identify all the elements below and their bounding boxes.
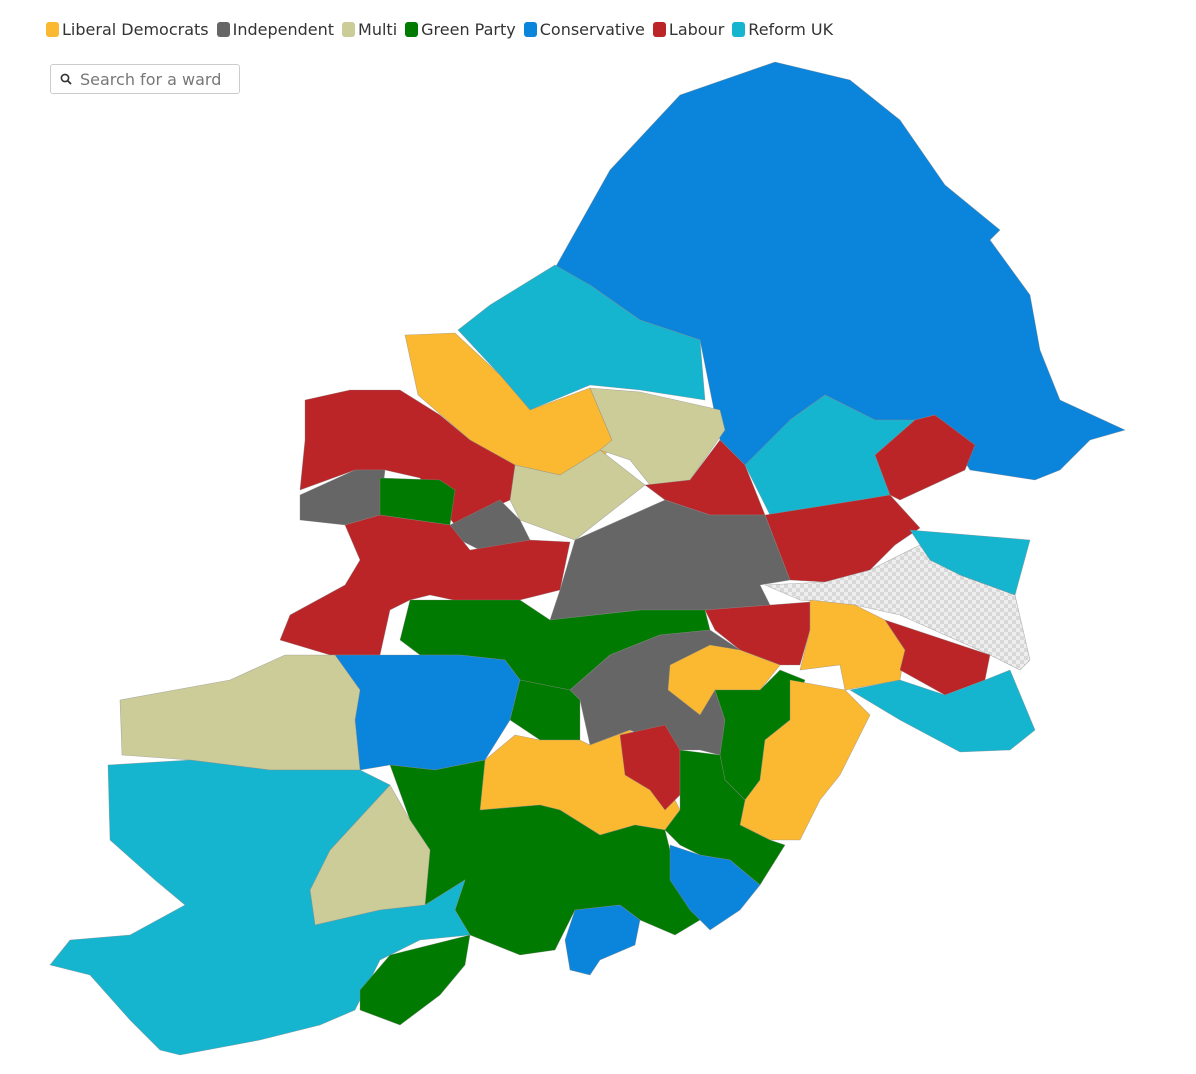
ward[interactable]	[359, 934, 471, 1026]
legend-label: Conservative	[539, 20, 645, 39]
legend-label: Multi	[358, 20, 398, 39]
ward[interactable]	[564, 904, 641, 976]
search-icon	[60, 73, 72, 85]
legend-entry: Multi	[342, 20, 397, 39]
ward[interactable]	[764, 494, 921, 583]
legend-label: Independent	[232, 20, 335, 39]
ward[interactable]	[49, 759, 471, 1056]
legend-entry: Reform UK	[732, 20, 833, 39]
legend-entry: Conservative	[523, 20, 645, 39]
ward[interactable]	[334, 654, 521, 771]
legend-swatch	[216, 22, 230, 37]
ward[interactable]	[909, 529, 1031, 596]
ward-search[interactable]: Search for a ward	[50, 64, 240, 94]
legend-swatch	[46, 22, 59, 37]
legend-entry: Green Party	[405, 20, 516, 39]
ward[interactable]	[619, 724, 681, 811]
legend-label: Reform UK	[748, 20, 834, 39]
ward[interactable]	[439, 499, 531, 551]
ward[interactable]	[664, 749, 786, 886]
ward[interactable]	[549, 499, 791, 621]
legend-label: Liberal Democrats	[62, 20, 209, 39]
legend-swatch	[342, 22, 356, 37]
ward[interactable]	[849, 669, 1036, 753]
ward[interactable]	[279, 514, 571, 656]
ward[interactable]	[799, 599, 906, 691]
ward[interactable]	[509, 449, 646, 541]
legend-label: Green Party	[421, 20, 516, 39]
legend-swatch	[523, 22, 537, 37]
ward[interactable]	[704, 601, 811, 666]
legend-label: Labour	[668, 20, 725, 39]
legend-entry: Labour	[652, 20, 725, 39]
ward[interactable]	[669, 844, 761, 931]
legend-entry: Independent	[216, 20, 335, 39]
legend-swatch	[732, 22, 746, 37]
legend-swatch	[405, 22, 419, 37]
ward[interactable]	[874, 414, 976, 501]
legend-swatch	[652, 22, 666, 37]
legend: Liberal Democrats Independent Multi Green P…	[46, 20, 833, 39]
search-placeholder: Search for a ward	[80, 69, 222, 89]
ward[interactable]	[119, 654, 361, 771]
legend-entry: Liberal Democrats	[46, 20, 209, 39]
